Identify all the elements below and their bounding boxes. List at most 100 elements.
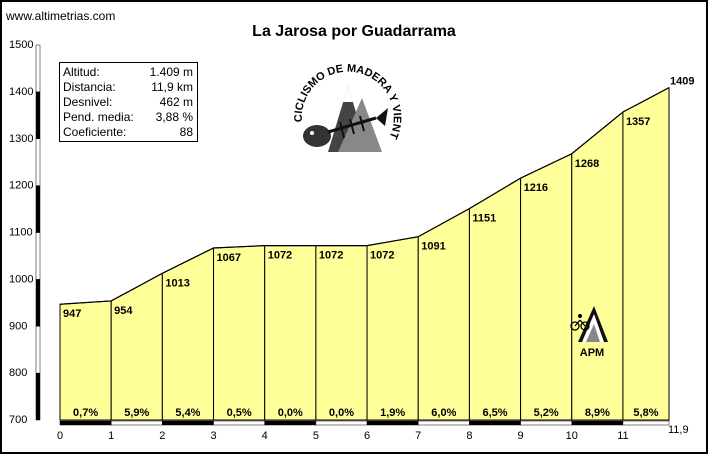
- y-axis-segment: [35, 372, 41, 421]
- stat-row-distancia: Distancia: 11,9 km: [63, 80, 193, 95]
- elevation-label: 1357: [626, 116, 650, 128]
- elevation-label: 1013: [165, 277, 189, 289]
- stat-value: 3,88 %: [155, 110, 193, 124]
- x-axis-segment: [520, 420, 573, 426]
- gradient-label: 0,5%: [227, 407, 252, 419]
- gradient-label: 5,8%: [633, 407, 658, 419]
- x-axis-segment: [571, 420, 624, 426]
- gradient-label: 5,9%: [124, 407, 149, 419]
- profile-segment: [264, 245, 317, 421]
- stat-value: 1.409 m: [149, 65, 193, 79]
- stat-row-altitud: Altitud: 1.409 m: [63, 65, 193, 80]
- x-axis-segment: [110, 420, 163, 426]
- stat-value: 88: [179, 125, 193, 139]
- x-tick-label: 10: [566, 430, 578, 442]
- x-tick-label: 9: [518, 430, 524, 442]
- y-tick-label: 900: [9, 320, 27, 332]
- x-axis-segment: [366, 420, 419, 426]
- stat-label: Distancia:: [63, 80, 116, 94]
- y-tick-label: 1500: [9, 39, 33, 51]
- apm-logo: APM: [570, 306, 608, 359]
- gradient-label: 0,0%: [329, 407, 354, 419]
- x-tick-label: 3: [210, 430, 216, 442]
- x-axis-segment: [264, 420, 317, 426]
- y-tick-label: 1000: [9, 273, 33, 285]
- gradient-label: 5,2%: [534, 407, 559, 419]
- stat-value: 11,9 km: [151, 80, 193, 94]
- x-axis-segment: [469, 420, 521, 426]
- x-tick-label: 0: [57, 430, 63, 442]
- x-axis-segment: [315, 420, 368, 426]
- y-tick-label: 800: [9, 367, 27, 379]
- x-tick-label: 2: [159, 430, 165, 442]
- y-axis-segment: [35, 279, 41, 327]
- stat-row-coeficiente: Coeficiente: 88: [63, 125, 193, 140]
- profile-segment: [315, 245, 368, 421]
- x-tick-label: 4: [262, 430, 268, 442]
- y-axis-segment: [35, 44, 41, 93]
- cyclist-icon: [570, 314, 590, 331]
- y-tick-label: 1300: [9, 133, 33, 145]
- x-tick-label: 11: [617, 430, 628, 442]
- elevation-label: 1268: [575, 158, 599, 170]
- elevation-label: 1067: [217, 252, 241, 264]
- gradient-label: 0,0%: [278, 407, 303, 419]
- y-axis-segment: [35, 232, 41, 280]
- fish-skeleton-icon: [303, 108, 388, 147]
- x-tick-label: 8: [466, 430, 472, 442]
- stat-label: Altitud:: [63, 65, 100, 79]
- elevation-label: 1409: [670, 76, 694, 88]
- x-tick-label: 7: [415, 430, 421, 442]
- stat-label: Coeficiente:: [63, 125, 127, 139]
- elevation-label: 1072: [268, 250, 292, 262]
- x-axis-segment: [213, 420, 265, 426]
- gradient-label: 8,9%: [585, 407, 610, 419]
- gradient-label: 6,5%: [482, 407, 507, 419]
- club-logo: CICLISMO DE MADERA Y VIENTO: [290, 62, 402, 152]
- x-tick-label: 11,9: [668, 424, 689, 436]
- elevation-label: 1072: [370, 250, 394, 262]
- chart-title: La Jarosa por Guadarrama: [252, 23, 456, 40]
- x-axis-segment: [622, 420, 670, 426]
- y-tick-label: 1200: [9, 180, 33, 192]
- profile-segment: [213, 245, 266, 421]
- stat-value: 462 m: [159, 95, 193, 109]
- x-axis-segment: [417, 420, 470, 426]
- y-axis-segment: [35, 91, 41, 139]
- elevation-label: 954: [114, 305, 133, 317]
- elevation-label: 1216: [524, 182, 548, 194]
- profile-segment: [110, 272, 163, 421]
- elevation-label: 947: [63, 308, 81, 320]
- peak-icon: [578, 306, 608, 342]
- apm-label: APM: [580, 347, 604, 359]
- profile-segment: [161, 247, 215, 421]
- gradient-label: 0,7%: [73, 407, 98, 419]
- mountain-icon: [328, 86, 382, 152]
- elevation-label: 1091: [421, 241, 445, 253]
- stat-row-desnivel: Desnivel: 462 m: [63, 95, 193, 110]
- stat-label: Desnivel:: [63, 95, 113, 109]
- stat-label: Pend. media:: [63, 110, 134, 124]
- gradient-label: 5,4%: [175, 407, 200, 419]
- x-tick-label: 5: [313, 430, 319, 442]
- stats-box: Altitud: 1.409 m Distancia: 11,9 km Desn…: [59, 62, 198, 142]
- stat-row-pendiente: Pend. media: 3,88 %: [63, 110, 193, 125]
- profile-segment: [622, 86, 670, 421]
- y-tick-label: 1100: [9, 227, 33, 239]
- y-axis-segment: [35, 326, 41, 374]
- gradient-label: 1,9%: [380, 407, 405, 419]
- y-tick-label: 1400: [9, 86, 33, 98]
- elevation-label: 1151: [472, 213, 496, 225]
- profile-line: [59, 87, 670, 305]
- x-tick-label: 1: [108, 430, 114, 442]
- y-axis-segment: [35, 138, 41, 186]
- elevation-label: 1072: [319, 250, 343, 262]
- profile-segment: [366, 236, 419, 421]
- y-axis-segment: [35, 185, 41, 233]
- gradient-label: 6,0%: [431, 407, 456, 419]
- x-axis-segment: [162, 420, 214, 426]
- y-tick-label: 700: [9, 414, 27, 426]
- site-url: www.altimetrias.com: [6, 9, 116, 23]
- x-tick-label: 6: [364, 430, 370, 442]
